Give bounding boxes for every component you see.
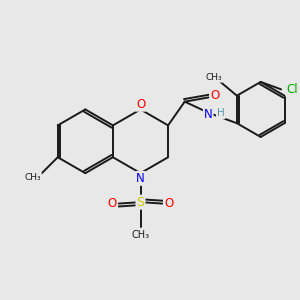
- Text: Cl: Cl: [286, 83, 298, 96]
- Text: O: O: [136, 98, 145, 111]
- Text: H: H: [217, 108, 225, 118]
- Text: S: S: [136, 196, 145, 208]
- Text: N: N: [204, 108, 213, 121]
- Text: O: O: [210, 89, 219, 102]
- Text: O: O: [164, 197, 173, 210]
- Text: CH₃: CH₃: [131, 230, 150, 240]
- Text: N: N: [136, 172, 145, 185]
- Text: O: O: [108, 197, 117, 210]
- Text: CH₃: CH₃: [206, 73, 222, 82]
- Text: CH₃: CH₃: [24, 172, 41, 182]
